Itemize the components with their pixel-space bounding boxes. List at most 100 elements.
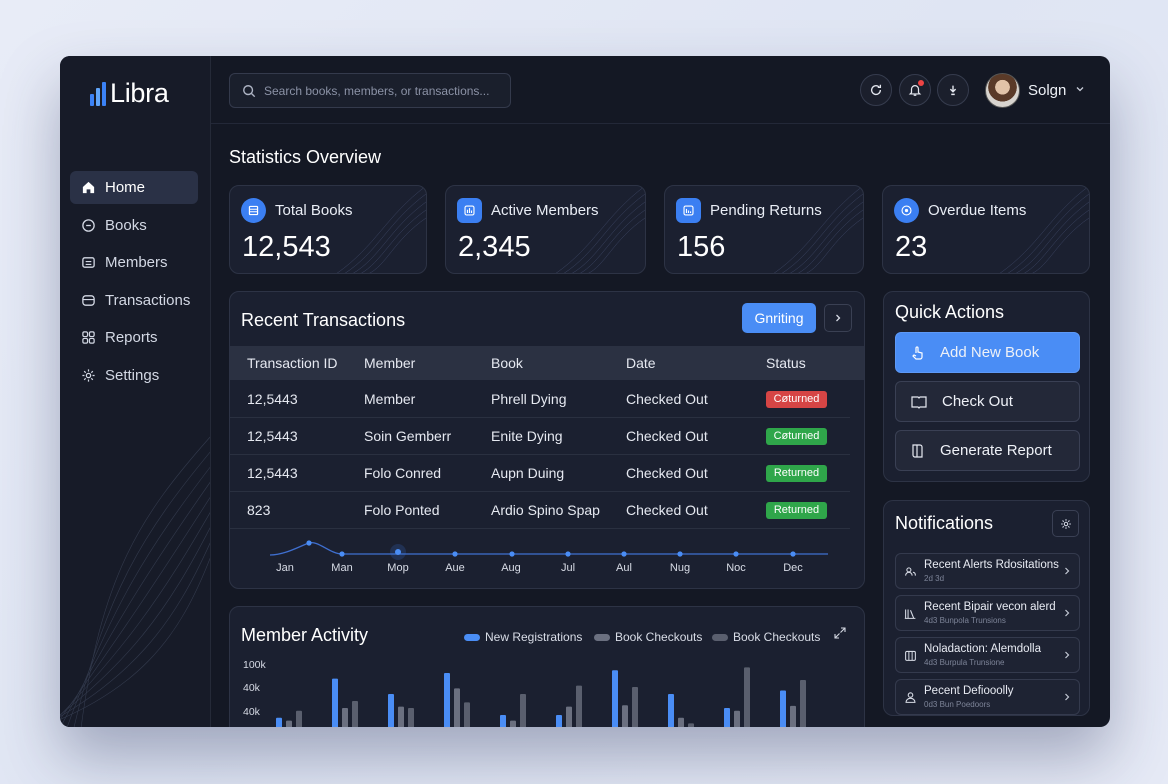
stat-value: 2,345 [458, 231, 531, 263]
sidebar-item-transactions[interactable]: Transactions [70, 284, 198, 317]
chart-bar [556, 715, 562, 727]
panel-title: Notifications [895, 513, 994, 533]
logo-icon [90, 81, 106, 106]
member-activity-panel: Member Activity New Registrations Book C… [229, 606, 865, 727]
table-row[interactable]: 12,5443 Soin Gemberr Enite Dying Checked… [230, 418, 850, 455]
member-cell: Member [364, 391, 416, 407]
chart-bar [724, 708, 730, 727]
column-header[interactable]: Book [491, 355, 523, 371]
button-label: Check Out [942, 393, 1013, 410]
search-input[interactable] [264, 83, 504, 98]
stat-card-pending-returns[interactable]: Pending Returns 156 [664, 185, 864, 274]
check-out-button[interactable]: Check Out [895, 381, 1080, 422]
sidebar-item-reports[interactable]: Reports [70, 321, 198, 354]
notifications-settings-button[interactable] [1052, 510, 1079, 537]
date-cell: Checked Out [626, 391, 708, 407]
table-row[interactable]: 823 Folo Ponted Ardio Spino Spap Checked… [230, 492, 850, 529]
target-icon [894, 198, 919, 223]
download-icon [949, 85, 957, 96]
book-cell: Phrell Dying [491, 391, 567, 407]
column-header[interactable]: Transaction ID [247, 355, 338, 371]
stat-value: 23 [895, 231, 928, 263]
notification-subtitle: 2d 3d [924, 574, 945, 583]
notification-item[interactable]: Recent Bipair vecon alerd 4d3 Bunpola Tr… [895, 595, 1080, 631]
filter-button[interactable]: Gnriting [742, 303, 816, 333]
refresh-button[interactable] [860, 74, 892, 106]
notification-dot [918, 80, 924, 86]
stat-label: Overdue Items [928, 202, 1027, 219]
sidebar-item-label: Settings [105, 366, 160, 384]
legend-item[interactable]: Book Checkouts [712, 630, 820, 644]
next-page-button[interactable] [824, 304, 852, 332]
table-row[interactable]: 12,5443 Member Phrell Dying Checked Out … [230, 381, 850, 418]
user-name[interactable]: Solgn [1028, 82, 1067, 99]
expand-icon[interactable] [834, 627, 846, 639]
legend-item[interactable]: New Registrations [464, 630, 582, 644]
book-icon [912, 443, 923, 458]
chevron-right-icon [836, 314, 841, 322]
notification-item[interactable]: Recent Alerts Rdositations 2d 3d [895, 553, 1080, 589]
chart-bar [632, 687, 638, 727]
legend-item[interactable]: Book Checkouts [594, 630, 702, 644]
stat-card-overdue-items[interactable]: Overdue Items 23 [882, 185, 1090, 274]
status-badge: Returned [766, 501, 827, 519]
sidebar-item-settings[interactable]: Settings [70, 359, 198, 392]
generate-report-button[interactable]: Generate Report [895, 430, 1080, 471]
sidebar-item-home[interactable]: Home [70, 171, 198, 204]
topbar: Solgn [211, 56, 1110, 124]
timeline-month: Aug [501, 562, 521, 574]
notification-title: Recent Bipair vecon alerd [924, 601, 1056, 613]
sidebar-nav: Home Books Members Transactions Reports … [70, 171, 198, 396]
panel-title: Quick Actions [895, 302, 1005, 322]
quick-actions-panel: Quick Actions Add New Book Check Out Gen… [883, 291, 1090, 482]
page-title: Statistics Overview [229, 147, 382, 167]
notification-title: Noladaction: Alemdolla [924, 643, 1041, 655]
member-cell: Soin Gemberr [364, 428, 452, 444]
app-logo[interactable]: Libra [90, 78, 169, 109]
member-cell: Folo Conred [364, 465, 442, 481]
table-row[interactable]: 12,5443 Folo Conred Aupn Duing Checked O… [230, 455, 850, 492]
chart-bar [688, 723, 694, 727]
download-button[interactable] [937, 74, 969, 106]
stat-value: 12,543 [242, 231, 331, 263]
sidebar-item-label: Home [105, 179, 146, 196]
column-header[interactable]: Status [766, 355, 806, 371]
chart-bar [510, 720, 516, 727]
transaction-id: 12,5443 [247, 391, 298, 407]
stat-value: 156 [677, 231, 726, 263]
sidebar-item-members[interactable]: Members [70, 246, 198, 279]
chart-bar [342, 708, 348, 727]
legend-label: New Registrations [485, 630, 583, 644]
main-content: Statistics Overview Total Books 12,543 A… [211, 124, 1110, 727]
book-cell: Aupn Duing [491, 465, 565, 481]
decorative-wave [555, 186, 645, 273]
column-header[interactable]: Date [626, 355, 656, 371]
chart-bar [612, 670, 618, 727]
legend-label: Book Checkouts [733, 630, 821, 644]
chart-bar [286, 720, 292, 727]
column-header[interactable]: Member [364, 355, 416, 371]
bell-icon [908, 85, 922, 96]
chart-bar [398, 706, 404, 727]
notification-item[interactable]: Pecent Defiooolly 0d3 Bun Poedoors [895, 679, 1080, 715]
member-cell: Folo Ponted [364, 502, 440, 518]
legend-swatch [594, 633, 610, 641]
notification-item[interactable]: Noladaction: Alemdolla 4d3 Burpula Truns… [895, 637, 1080, 673]
avatar[interactable] [985, 73, 1020, 108]
y-tick: 40k [243, 682, 260, 694]
stat-card-active-members[interactable]: Active Members 2,345 [445, 185, 646, 274]
chart-bar [332, 678, 338, 727]
notifications-button[interactable] [899, 74, 931, 106]
sidebar-item-books[interactable]: Books [70, 209, 198, 242]
sidebar: Libra Home Books Members Transactions Re… [60, 56, 211, 727]
chevron-down-icon[interactable] [1075, 84, 1085, 94]
transactions-icon [82, 294, 95, 306]
chart-bar [276, 717, 282, 727]
search-box[interactable] [229, 73, 511, 108]
decorative-waves [60, 436, 210, 727]
add-new-book-button[interactable]: Add New Book [895, 332, 1080, 373]
date-cell: Checked Out [626, 428, 708, 444]
member-activity-chart [276, 667, 806, 727]
stat-card-total-books[interactable]: Total Books 12,543 [229, 185, 427, 274]
chevron-right-icon [1065, 567, 1070, 575]
